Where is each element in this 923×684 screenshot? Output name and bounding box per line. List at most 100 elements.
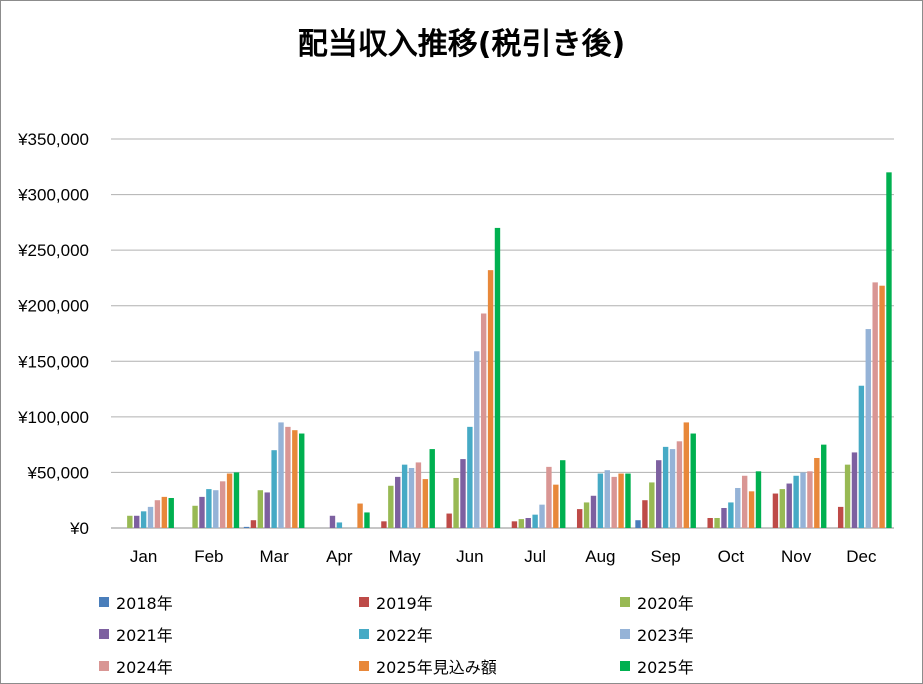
bar-jul-series-6: [546, 466, 552, 528]
bar-sep-series-2: [649, 482, 655, 528]
bar-oct-series-5: [735, 487, 741, 528]
bar-nov-series-2: [779, 489, 786, 528]
x-tick-label: Oct: [718, 547, 745, 566]
y-tick-label: ¥50,000: [27, 463, 89, 482]
bar-mar-series-4: [271, 450, 277, 528]
bar-dec-series-6: [872, 282, 878, 528]
bar-feb-series-5: [213, 490, 219, 528]
bar-oct-series-1: [707, 517, 713, 528]
bar-jun-series-3: [460, 459, 466, 528]
bar-aug-series-7: [618, 473, 624, 528]
y-tick-label: ¥200,000: [17, 297, 89, 316]
bar-jan-series-2: [127, 515, 133, 528]
bar-nov-series-7: [814, 457, 820, 528]
bar-nov-series-6: [807, 471, 813, 528]
bar-apr-series-4: [336, 522, 343, 528]
bar-jul-series-8: [560, 460, 566, 528]
bar-sep-series-3: [656, 460, 662, 528]
y-tick-label: ¥150,000: [17, 352, 89, 371]
x-tick-label: Nov: [781, 547, 812, 566]
bar-jun-series-2: [453, 477, 459, 528]
bar-dec-series-2: [844, 464, 851, 528]
bar-dec-series-8: [886, 172, 892, 529]
bar-jun-series-4: [467, 426, 473, 528]
x-tick-label: May: [389, 547, 422, 566]
bar-may-series-5: [408, 467, 415, 528]
bar-aug-series-1: [576, 509, 583, 528]
x-tick-label: Jun: [456, 547, 483, 566]
bar-may-series-7: [422, 479, 429, 528]
x-tick-label: Aug: [585, 547, 615, 566]
bar-sep-series-1: [642, 500, 648, 528]
bar-jun-series-5: [474, 351, 480, 528]
bar-mar-series-1: [250, 520, 257, 528]
bar-feb-series-6: [219, 481, 226, 528]
bar-aug-series-5: [604, 470, 610, 528]
bar-mar-series-2: [257, 490, 264, 528]
bar-sep-series-0: [635, 520, 641, 528]
x-tick-label: Jan: [130, 547, 157, 566]
bar-oct-series-8: [755, 471, 762, 528]
bar-aug-series-4: [597, 473, 604, 528]
bar-oct-series-7: [748, 491, 755, 528]
bar-oct-series-6: [741, 475, 748, 528]
bar-sep-series-4: [662, 446, 669, 528]
bar-aug-series-2: [583, 502, 590, 528]
bar-mar-series-0: [243, 526, 250, 528]
bar-jan-series-7: [161, 496, 168, 528]
bar-dec-series-3: [851, 452, 858, 528]
bar-jan-series-6: [154, 500, 161, 528]
bar-nov-series-8: [821, 444, 827, 528]
bar-aug-series-3: [590, 495, 597, 528]
x-tick-label: Sep: [651, 547, 681, 566]
bar-may-series-3: [395, 476, 401, 528]
bar-sep-series-6: [676, 441, 683, 528]
bar-may-series-1: [381, 521, 387, 528]
bar-jul-series-4: [532, 514, 538, 528]
bar-jan-series-3: [134, 515, 140, 528]
bar-sep-series-8: [690, 433, 696, 528]
bar-jun-series-6: [480, 313, 487, 528]
bar-jun-series-8: [494, 227, 501, 528]
x-tick-label: Apr: [326, 547, 353, 566]
bar-jul-series-1: [511, 521, 518, 528]
bar-feb-series-7: [226, 473, 233, 528]
y-tick-label: ¥250,000: [17, 241, 89, 260]
y-tick-label: ¥0: [69, 519, 89, 538]
x-tick-label: Feb: [194, 547, 223, 566]
bar-jul-series-5: [539, 504, 545, 528]
bar-apr-series-3: [329, 515, 336, 528]
bar-oct-series-4: [728, 502, 734, 528]
bar-may-series-4: [401, 464, 408, 528]
bar-may-series-2: [388, 485, 394, 528]
bar-nov-series-3: [786, 483, 792, 528]
bar-jan-series-5: [147, 506, 154, 528]
bar-dec-series-4: [858, 385, 865, 528]
x-tick-label: Mar: [259, 547, 289, 566]
bar-jul-series-2: [518, 519, 525, 528]
chart-title: 配当収入推移(税引き後): [297, 27, 626, 62]
y-tick-label: ¥300,000: [17, 186, 89, 205]
bar-apr-series-8: [364, 512, 370, 528]
bar-mar-series-7: [292, 430, 298, 528]
bar-mar-series-8: [299, 433, 305, 528]
bar-aug-series-8: [625, 473, 631, 528]
bar-jan-series-4: [140, 511, 147, 528]
bar-jun-series-1: [446, 513, 452, 528]
bar-sep-series-5: [669, 449, 676, 528]
bar-apr-series-7: [357, 503, 363, 528]
bar-may-series-8: [429, 449, 435, 528]
bar-nov-series-5: [800, 472, 806, 528]
bar-jul-series-7: [553, 484, 559, 528]
bar-feb-series-3: [199, 496, 205, 528]
y-tick-label: ¥100,000: [17, 408, 89, 427]
bar-jun-series-7: [487, 270, 494, 528]
bar-oct-series-3: [721, 507, 727, 528]
x-tick-label: Dec: [846, 547, 877, 566]
bar-oct-series-2: [714, 517, 720, 528]
bar-dec-series-1: [837, 506, 844, 528]
bar-feb-series-4: [206, 489, 212, 528]
bar-jan-series-8: [168, 497, 174, 528]
